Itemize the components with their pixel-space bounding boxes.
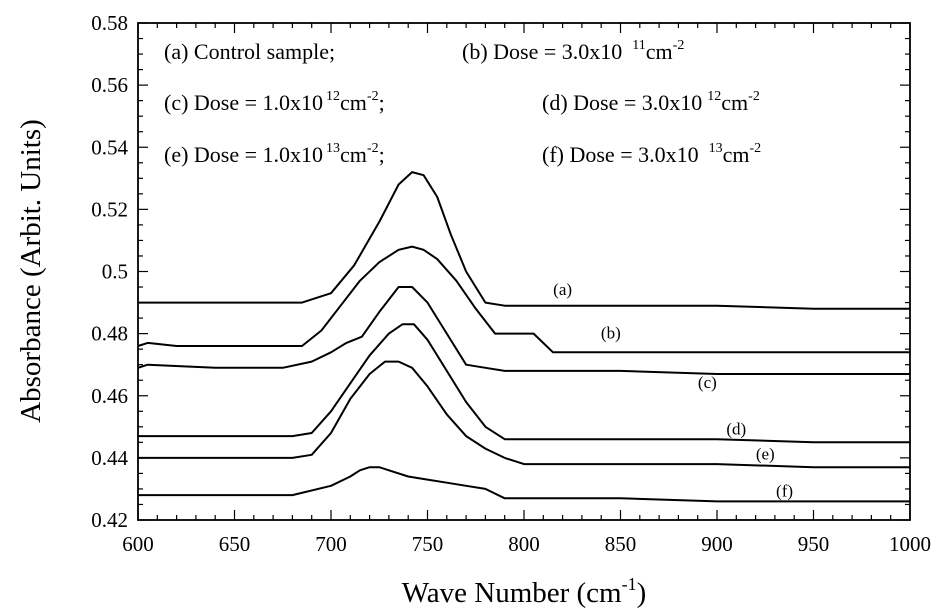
y-tick-label: 0.56 [91,73,128,97]
y-tick-label: 0.54 [91,135,128,159]
x-tick-label: 950 [798,532,830,556]
y-tick-label: 0.5 [102,260,128,284]
x-tick-label: 800 [508,532,540,556]
y-tick-label: 0.46 [91,384,128,408]
x-tick-label: 1000 [889,532,931,556]
legend-entry-a: (a) Control sample; [164,39,335,64]
legend: (a) Control sample; (b) Dose = 3.0x10 11c… [164,38,761,167]
series-line-e [138,360,910,469]
x-tick-label: 900 [701,532,733,556]
y-tick-label: 0.44 [91,446,128,470]
series-label-a: (a) [553,280,572,299]
x-tick-label: 750 [412,532,444,556]
y-tick-label: 0.42 [91,508,128,532]
series-label-f: (f) [776,482,793,501]
series-label-c: (c) [698,373,717,392]
series-line-f [138,466,910,503]
tick-labels: 600 650 700 750 800 850 900 950 1000 0.42 0.44 0.46… [91,11,931,556]
legend-entry-b: (b) Dose = 3.0x10 11cm-2 [462,38,684,64]
legend-entry-c: (c) Dose = 1.0x10 12cm-2; [164,89,385,115]
legend-entry-d: (d) Dose = 3.0x10 12cm-2 [542,89,760,115]
x-tick-label: 650 [219,532,251,556]
y-tick-label: 0.48 [91,322,128,346]
legend-entry-f: (f) Dose = 3.0x10 13cm-2 [542,141,761,167]
series-line-a [138,171,910,310]
series-line-b [137,245,910,354]
series-label-e: (e) [756,444,775,463]
series-label-d: (d) [726,420,746,439]
x-tick-label: 700 [315,532,347,556]
series-lines [137,171,910,503]
series-labels: (a) (b) (c) (d) (e) (f) [553,280,793,501]
series-line-d [138,323,910,444]
series-label-b: (b) [601,323,621,342]
series-line-c [137,286,910,375]
y-tick-label: 0.52 [91,197,128,221]
x-axis-title: Wave Number (cm-1) [402,574,647,609]
axis-ticks [137,22,911,521]
x-tick-label: 600 [122,532,154,556]
x-tick-label: 850 [605,532,637,556]
y-axis-title: Absorbance (Arbit. Units) [15,119,47,423]
legend-entry-e: (e) Dose = 1.0x10 13cm-2; [164,141,385,167]
legend-a-text: (a) Control sample; [164,39,335,64]
y-tick-label: 0.58 [91,11,128,35]
